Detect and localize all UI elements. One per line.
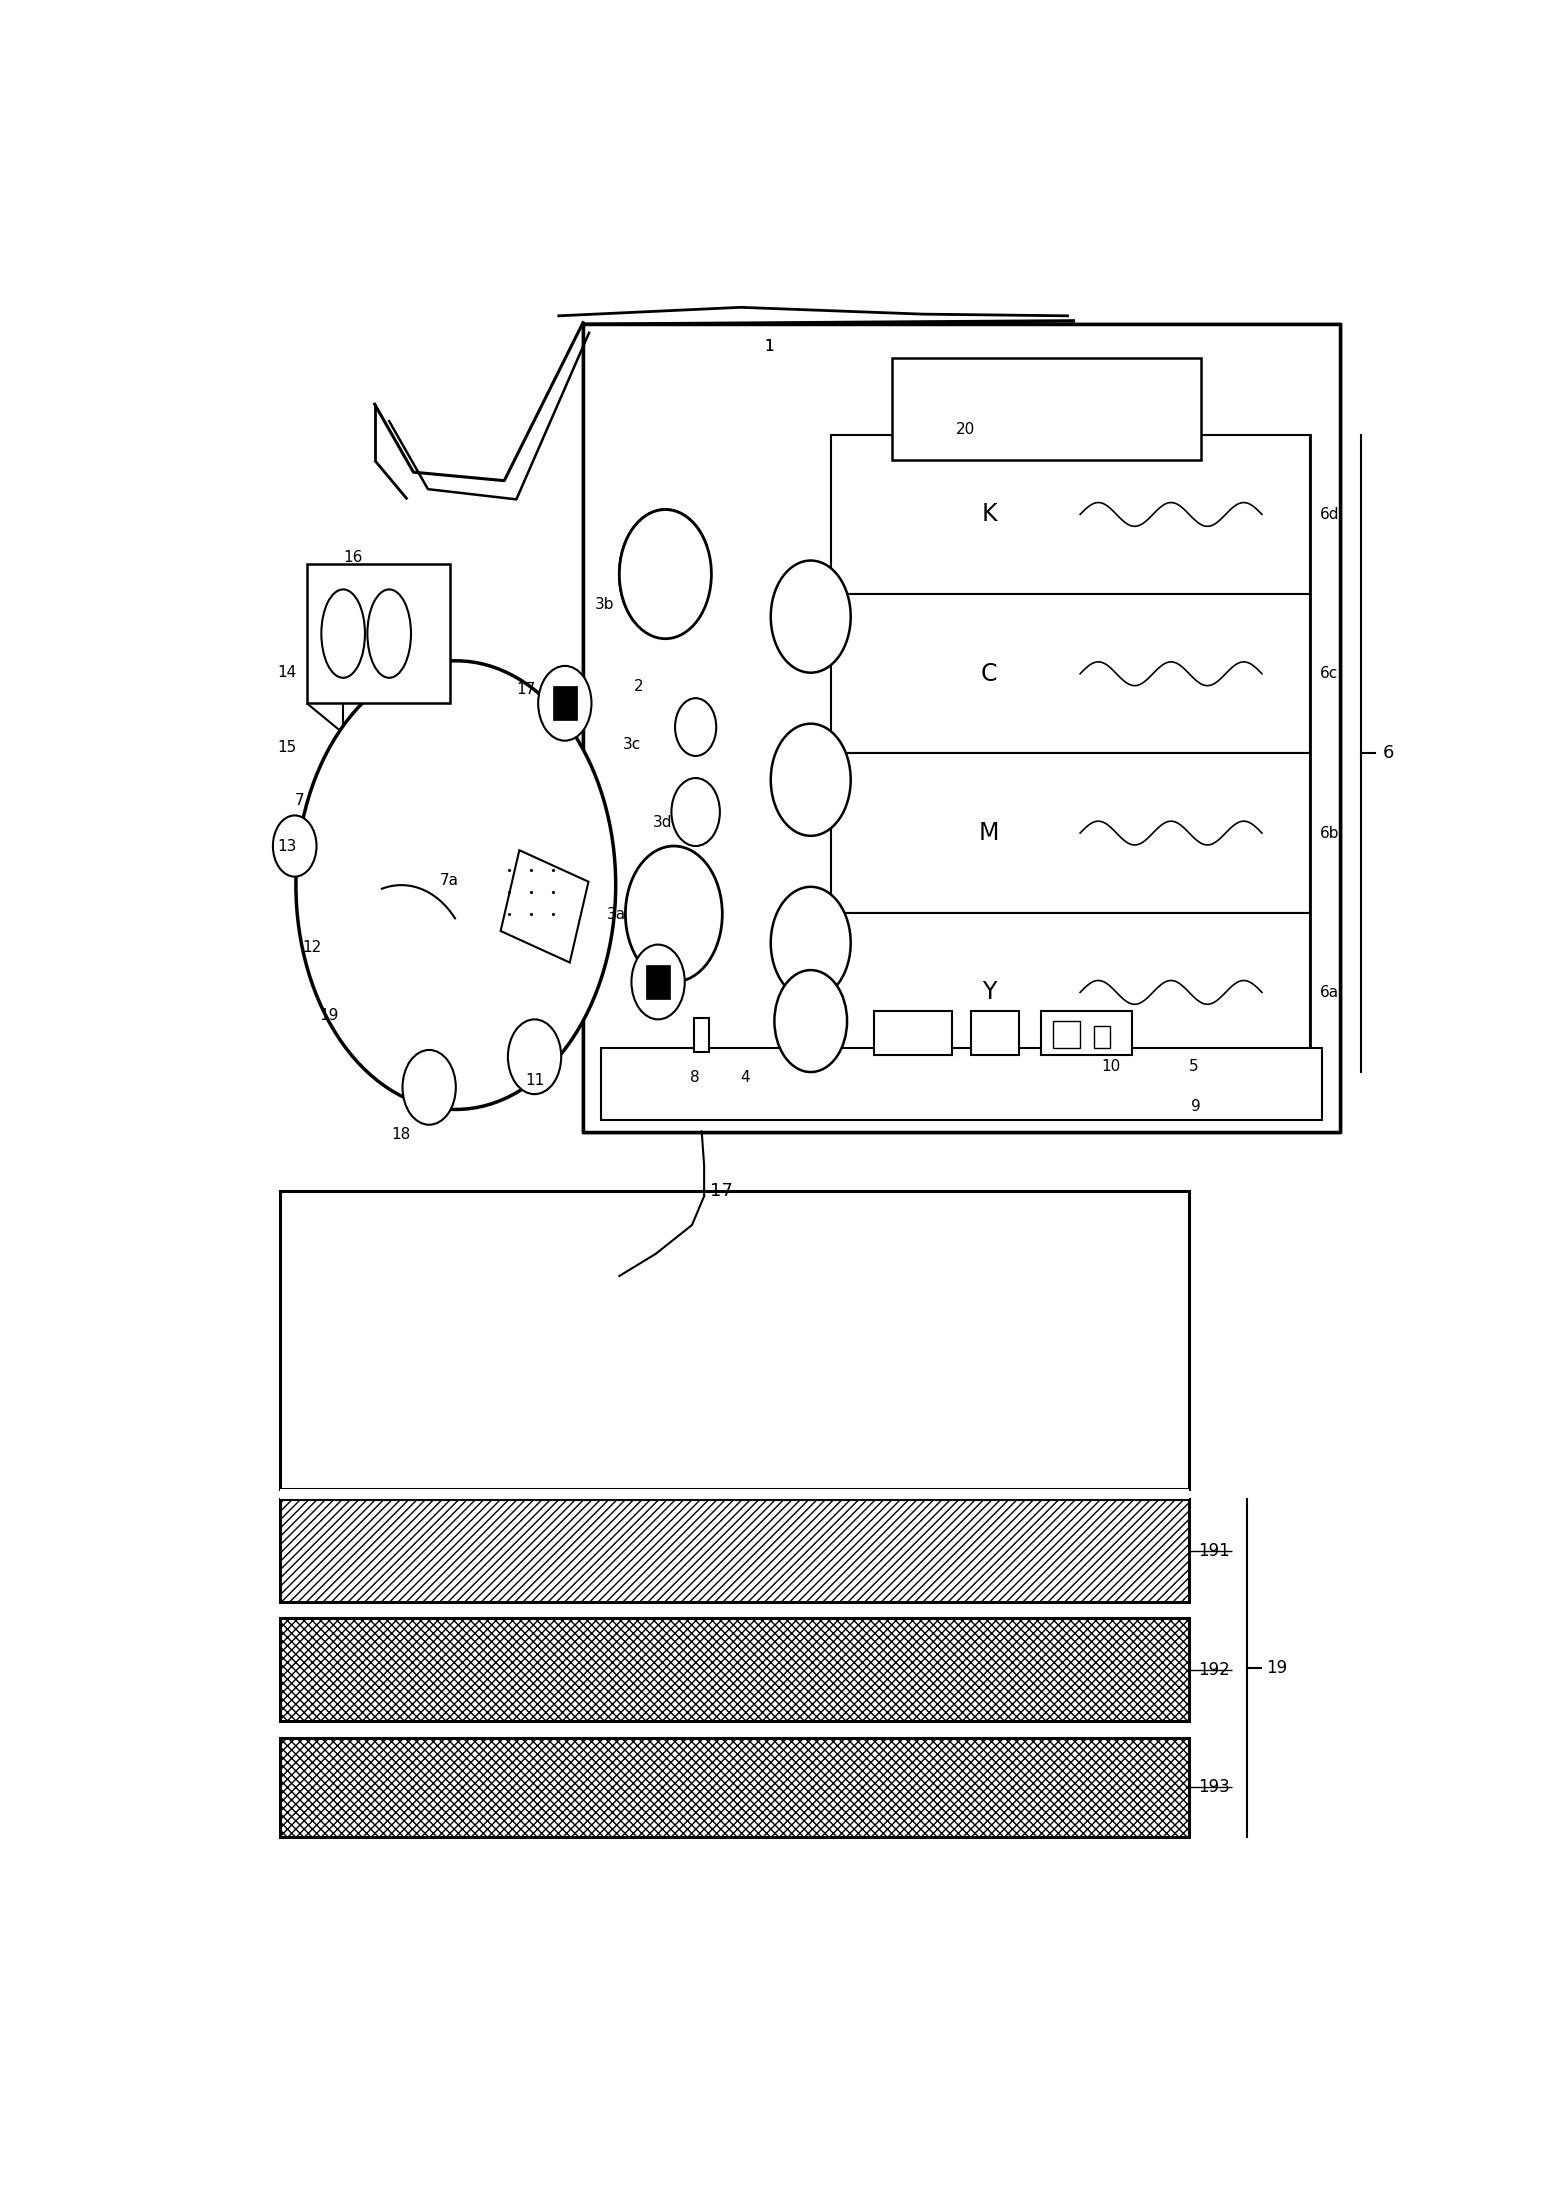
Text: 3d: 3d [653,814,672,830]
Bar [280,1490,1189,1499]
Text: K: K [982,503,997,527]
Ellipse shape [322,589,366,678]
Bar [971,1011,1019,1055]
Circle shape [538,667,591,742]
Text: 6c: 6c [1319,667,1338,682]
Text: 12: 12 [302,940,322,956]
Text: M: M [978,821,999,845]
Text: 17: 17 [516,682,536,697]
Bar [280,1192,1189,1490]
Text: 6a: 6a [1319,984,1338,1000]
Text: 5: 5 [1188,1059,1199,1075]
Circle shape [295,660,616,1110]
Bar [280,1618,1189,1721]
Circle shape [771,887,850,1000]
Text: 6b: 6b [1319,825,1339,841]
Bar [646,964,671,1000]
Text: 11: 11 [525,1073,544,1088]
Text: 3c: 3c [624,737,641,753]
Circle shape [619,510,711,638]
Circle shape [508,1020,561,1095]
Bar [1094,1026,1110,1048]
Bar [832,435,1310,1073]
Bar [583,324,1339,1132]
Text: 6d: 6d [1319,508,1339,521]
Bar [306,565,450,704]
Text: 19: 19 [319,1009,338,1024]
Circle shape [631,945,685,1020]
Text: 1: 1 [764,340,774,353]
Text: 10: 10 [1102,1059,1121,1075]
Circle shape [274,814,316,876]
Text: 3b: 3b [596,598,614,611]
Bar [892,358,1200,461]
Ellipse shape [367,589,411,678]
Text: 192: 192 [1199,1662,1230,1680]
Text: 13: 13 [278,839,297,854]
Text: 8: 8 [689,1070,699,1084]
Text: C: C [982,662,997,686]
Text: 193: 193 [1199,1779,1230,1796]
Text: 3a: 3a [606,907,627,923]
Text: 7a: 7a [441,872,460,887]
Bar [553,686,577,719]
Text: 16: 16 [344,550,363,565]
Bar [1041,1011,1132,1055]
Bar [602,1048,1322,1119]
Text: 18: 18 [392,1128,411,1143]
Text: 2: 2 [635,680,644,693]
Bar [1053,1022,1080,1048]
Bar [694,1017,710,1053]
Circle shape [771,724,850,836]
Circle shape [403,1051,456,1126]
Text: 9: 9 [1191,1099,1200,1115]
Text: 15: 15 [278,739,297,755]
Text: 14: 14 [278,664,297,680]
Text: 4: 4 [741,1070,750,1084]
Bar [500,850,588,962]
Text: 7: 7 [295,792,305,808]
Circle shape [771,561,850,673]
Circle shape [675,697,716,757]
Text: 1: 1 [764,340,774,353]
Bar [832,435,1310,594]
Bar [280,1499,1189,1602]
Text: 6: 6 [1382,744,1394,761]
Text: Y: Y [982,980,996,1004]
Bar [832,914,1310,1073]
Bar [832,753,1310,914]
Circle shape [774,971,847,1073]
Text: 19: 19 [1266,1660,1288,1677]
Circle shape [625,845,722,982]
Bar [832,594,1310,753]
Text: 191: 191 [1199,1540,1230,1560]
Text: 20: 20 [957,422,975,437]
Circle shape [672,779,721,845]
Text: 17: 17 [710,1183,733,1201]
Bar [280,1737,1189,1836]
Bar [874,1011,952,1055]
